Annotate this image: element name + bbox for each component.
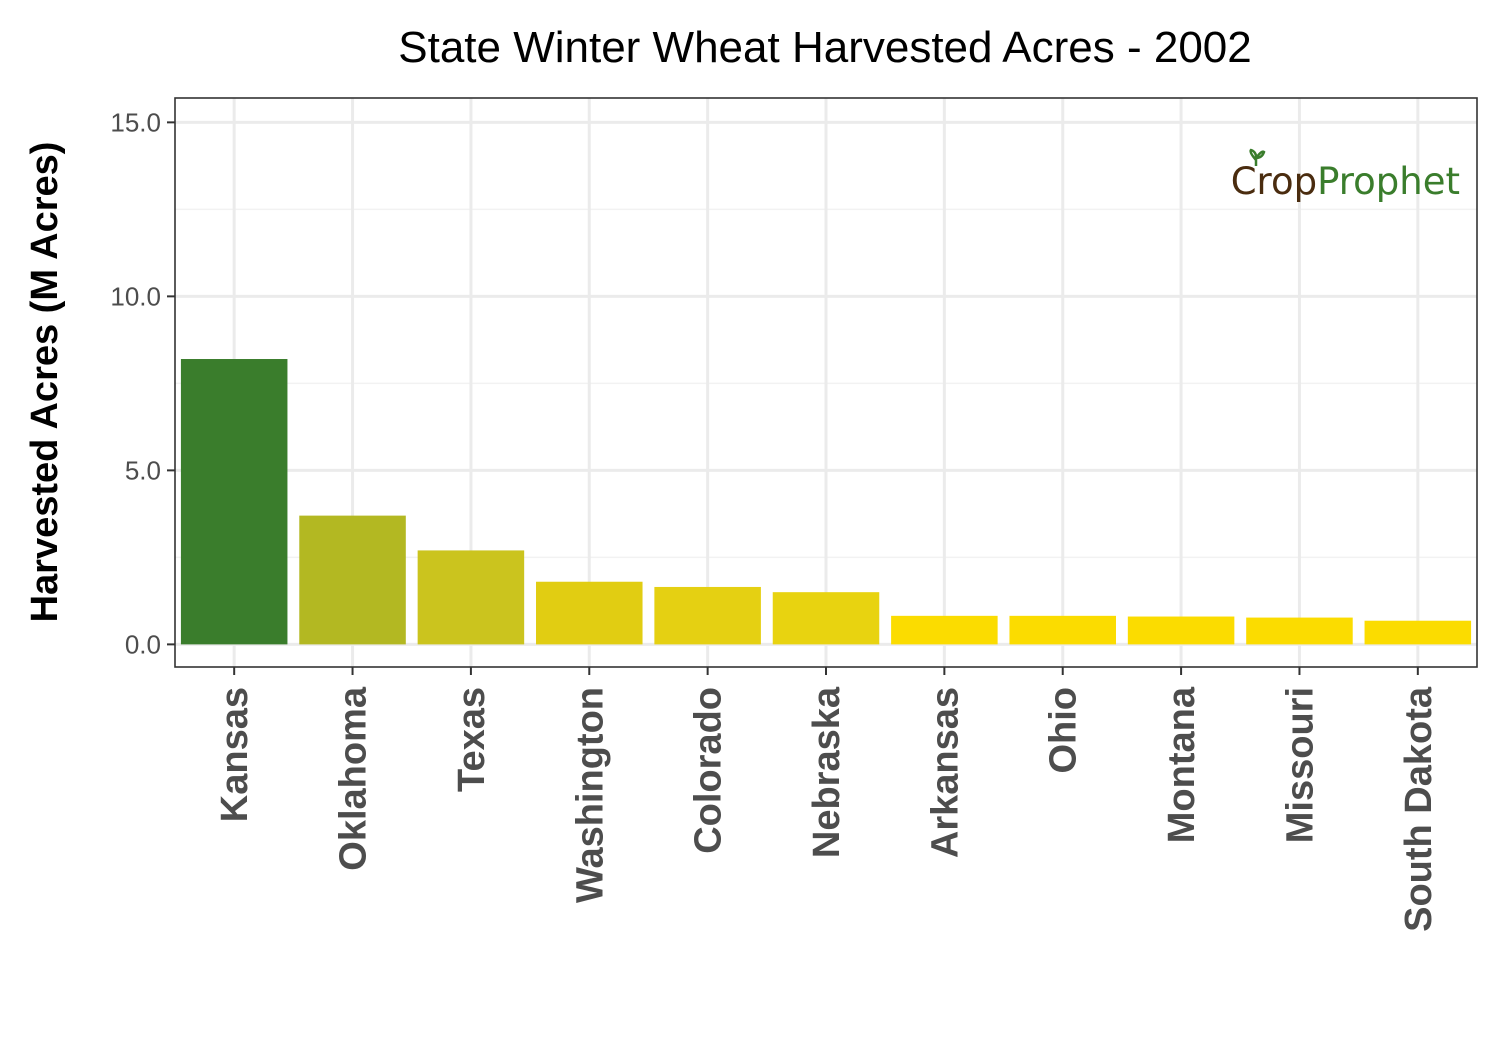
x-tick-label: Kansas bbox=[214, 687, 256, 822]
x-tick-label: Montana bbox=[1161, 686, 1203, 843]
x-tick-label: Arkansas bbox=[924, 687, 966, 858]
bar-texas bbox=[417, 550, 525, 645]
bar-montana bbox=[1127, 616, 1235, 645]
bars bbox=[180, 359, 1472, 645]
y-tick-label: 5.0 bbox=[125, 455, 161, 485]
x-axis: Kansas Oklahoma Texas Washington Colorado Neb… bbox=[214, 667, 1440, 932]
logo-text-p: p bbox=[1294, 160, 1318, 203]
bar-south-dakota bbox=[1364, 620, 1472, 645]
bar-oklahoma bbox=[299, 515, 406, 645]
bar-nebraska bbox=[772, 592, 880, 645]
y-tick-label: 10.0 bbox=[110, 281, 161, 311]
bar-arkansas bbox=[891, 615, 998, 645]
logo-text-crop: Cr bbox=[1231, 160, 1273, 203]
x-tick-label: South Dakota bbox=[1398, 686, 1440, 932]
x-tick-label: Oklahoma bbox=[333, 686, 375, 871]
x-tick-label: Missouri bbox=[1279, 687, 1321, 843]
x-tick-label: Ohio bbox=[1043, 687, 1085, 774]
y-tick-label: 15.0 bbox=[110, 107, 161, 137]
svg-text:CropProphet: CropProphet bbox=[1231, 160, 1460, 203]
y-tick-label: 0.0 bbox=[125, 629, 161, 659]
bar-colorado bbox=[654, 586, 761, 645]
y-axis: 0.0 5.0 10.0 15.0 bbox=[110, 107, 175, 659]
logo-letter-o: o bbox=[1271, 160, 1294, 203]
bar-missouri bbox=[1246, 617, 1353, 645]
logo-text-prophet: Prophet bbox=[1317, 160, 1460, 203]
bar-washington bbox=[536, 581, 643, 645]
grid bbox=[175, 98, 1477, 667]
x-tick-label: Nebraska bbox=[806, 686, 848, 858]
y-axis-title: Harvested Acres (M Acres) bbox=[24, 142, 66, 623]
bar-kansas bbox=[180, 359, 288, 645]
sprout-icon bbox=[1249, 148, 1266, 166]
x-tick-label: Colorado bbox=[688, 687, 730, 854]
cropprophet-logo: CropProphet bbox=[1231, 148, 1460, 203]
x-tick-label: Texas bbox=[451, 687, 493, 792]
bar-ohio bbox=[1009, 615, 1116, 645]
x-tick-label: Washington bbox=[569, 687, 611, 903]
chart-title: State Winter Wheat Harvested Acres - 200… bbox=[398, 23, 1252, 72]
